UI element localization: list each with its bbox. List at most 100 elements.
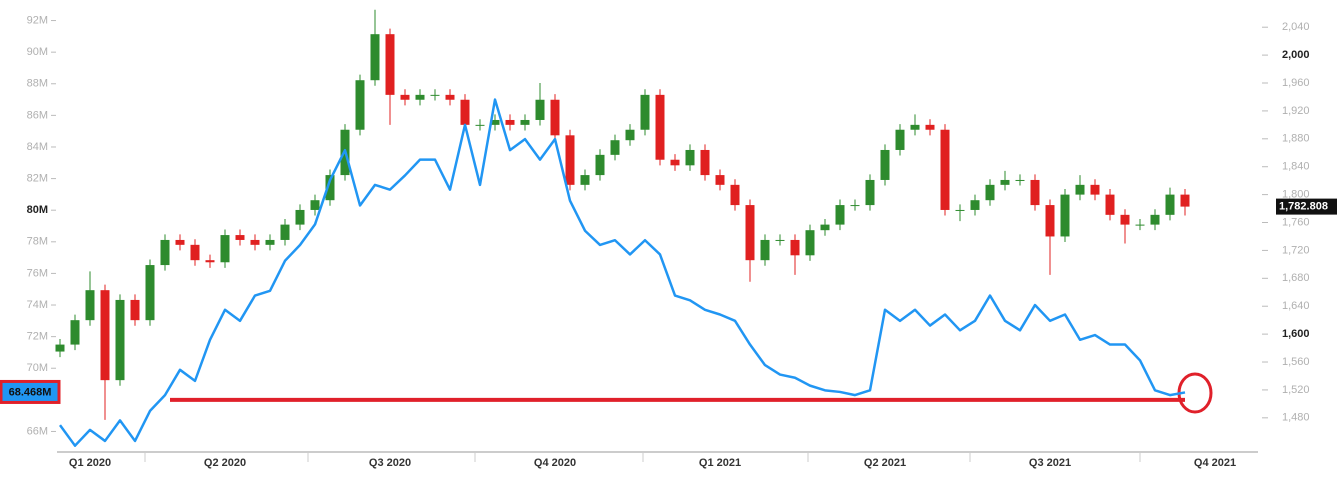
candle-body [130, 299, 140, 321]
candle-body [895, 129, 905, 150]
y-tick-label: 84M [27, 141, 48, 153]
candle-body [1150, 214, 1160, 225]
candle-body [415, 94, 425, 100]
x-tick-label: Q2 2020 [204, 457, 246, 469]
candle-body [910, 124, 920, 130]
y-tick-label: 72M [27, 331, 48, 343]
x-tick-label: Q2 2021 [864, 457, 906, 469]
candle-body [1090, 184, 1100, 195]
candle-body [595, 154, 605, 176]
candle-body [55, 344, 65, 352]
candle-body [850, 205, 860, 207]
candle-body [1015, 179, 1025, 181]
y-tick-label: 80M [27, 204, 48, 216]
candle-body [1000, 179, 1010, 185]
candle-body [295, 209, 305, 225]
last-value-label: 68.468M [9, 386, 52, 398]
candle-body [1075, 184, 1085, 195]
candle-body [970, 200, 980, 210]
x-tick-label: Q1 2020 [69, 457, 111, 469]
candle-body [805, 230, 815, 256]
y-tick-label: 78M [27, 236, 48, 248]
y2-tick-label: 1,480 [1282, 412, 1310, 424]
candle-body [460, 99, 470, 125]
candle-body [820, 224, 830, 231]
quarter-separators [144, 452, 1141, 462]
y2-tick-label: 1,960 [1282, 77, 1310, 89]
candle-body [520, 119, 530, 125]
y2-tick-label: 1,640 [1282, 300, 1310, 312]
candle-body [550, 99, 560, 136]
candle-body [370, 34, 380, 81]
y-tick-label: 74M [27, 299, 48, 311]
candle-body [1120, 214, 1130, 225]
holdings-line [58, 98, 1186, 447]
y2-tick-label: 1,800 [1282, 189, 1310, 201]
candle-body [940, 129, 950, 210]
candle-body [625, 129, 635, 141]
candle-body [265, 239, 275, 245]
candle-body [85, 290, 95, 321]
candle-body [1030, 179, 1040, 206]
candle-body [1135, 224, 1145, 226]
candle-body [580, 175, 590, 185]
candle-body [715, 175, 725, 185]
candle-body [760, 239, 770, 261]
candle-body [535, 99, 545, 120]
y2-tick-label: 1,520 [1282, 384, 1310, 396]
y2-tick-label: 1,720 [1282, 244, 1310, 256]
y2-tick-label: 1,840 [1282, 161, 1310, 173]
candle-body [220, 235, 230, 263]
candle-body [1060, 194, 1070, 237]
candle-body [160, 239, 170, 266]
candle-body [700, 149, 710, 176]
y-tick-label: 66M [27, 425, 48, 437]
last-price-label: 1,782.808 [1279, 201, 1328, 213]
candle-body [490, 119, 500, 125]
y2-tick-label: 1,920 [1282, 105, 1310, 117]
candle-body [250, 239, 260, 245]
y2-tick-label: 1,600 [1282, 328, 1310, 340]
x-tick-label: Q3 2020 [369, 457, 411, 469]
y2-tick-label: 1,760 [1282, 216, 1310, 228]
candle-body [1045, 205, 1055, 237]
candle-body [355, 80, 365, 130]
candle-body [565, 135, 575, 185]
candle-body [655, 94, 665, 160]
y2-tick-label: 2,040 [1282, 21, 1310, 33]
candle-body [1165, 194, 1175, 215]
y2-tick-label: 1,880 [1282, 133, 1310, 145]
candle-body [325, 175, 335, 201]
candle-body [775, 239, 785, 241]
candle-body [730, 184, 740, 206]
candle-body [505, 119, 515, 125]
candle-body [835, 205, 845, 225]
candle-body [985, 184, 995, 201]
y-tick-label: 90M [27, 46, 48, 58]
candle-body [100, 290, 110, 381]
last-price-tag [1276, 198, 1337, 215]
candle-body [670, 159, 680, 166]
candle-body [745, 205, 755, 261]
candle-body [445, 94, 455, 100]
candle-body [1180, 194, 1190, 207]
candle-body [400, 94, 410, 100]
candle-body [475, 124, 485, 126]
y-tick-label: 70M [27, 362, 48, 374]
y-tick-label: 82M [27, 172, 48, 184]
candle-body [640, 94, 650, 130]
candle-body [235, 235, 245, 240]
candle-body [175, 239, 185, 245]
y-tick-label: 88M [27, 78, 48, 90]
candle-body [790, 239, 800, 256]
y-tick-label: 92M [27, 14, 48, 26]
x-tick-label: Q4 2021 [1194, 457, 1236, 469]
candle-body [310, 200, 320, 210]
candle-body [955, 209, 965, 211]
candle-body [430, 94, 440, 96]
candle-body [190, 244, 200, 261]
candle-body [385, 34, 395, 95]
y2-tick-label: 2,000 [1282, 49, 1310, 61]
x-tick-label: Q4 2020 [534, 457, 576, 469]
